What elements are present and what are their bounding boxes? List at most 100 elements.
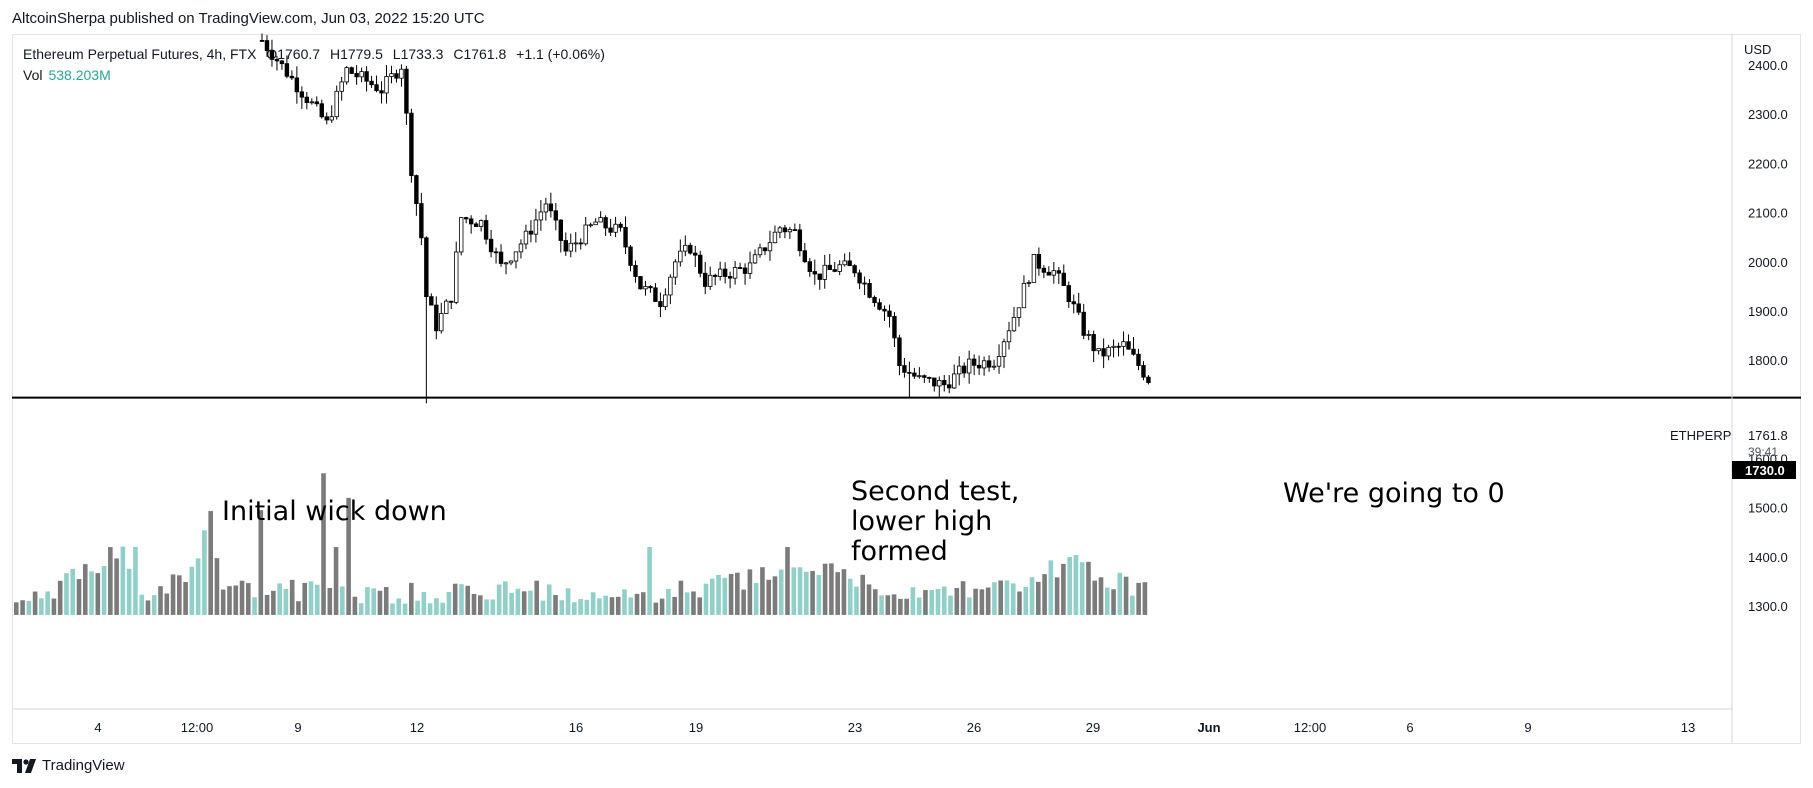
candle-down — [1046, 271, 1052, 276]
volume-bar — [1061, 563, 1066, 615]
candle-up — [568, 242, 573, 252]
volume-bar — [609, 597, 615, 615]
candle-down — [961, 365, 967, 374]
candle-down — [483, 220, 489, 240]
candle-up — [309, 101, 314, 104]
candle-down — [1036, 254, 1042, 269]
annotation-second-line-3: formed — [851, 536, 948, 567]
volume-bar — [233, 585, 239, 615]
volume-bar — [967, 597, 972, 615]
volume-bar — [553, 595, 558, 615]
tradingview-brand: TradingView — [42, 757, 125, 774]
candle-up — [1026, 281, 1032, 284]
currency-label: USD — [1744, 42, 1771, 57]
annotation-going-to-zero: We're going to 0 — [1283, 478, 1505, 509]
volume-bar — [1142, 582, 1148, 615]
volume-bar — [208, 511, 213, 615]
candle-down — [289, 75, 295, 79]
volume-bar — [164, 593, 170, 615]
chart-canvas[interactable]: USD 2400.0 2300.0 2200.0 2100.0 2000.0 1900.0… — [0, 0, 1813, 750]
volume-bar — [1048, 560, 1054, 615]
volume-bar — [346, 497, 351, 615]
candle-down — [737, 267, 743, 269]
candle-down — [653, 287, 658, 302]
time-tick-label: 16 — [569, 720, 583, 735]
candle-up — [1001, 341, 1007, 357]
candle-down — [932, 377, 937, 387]
volume-bar — [302, 582, 308, 615]
candle-down — [927, 377, 932, 379]
candle-up — [588, 224, 593, 227]
volume-bar — [785, 547, 790, 615]
volume-bar — [1123, 576, 1129, 615]
candle-down — [712, 274, 718, 277]
candle-down — [1126, 341, 1131, 350]
volume-bar — [822, 563, 828, 615]
volume-bar — [452, 583, 458, 615]
candle-up — [334, 90, 339, 118]
candle-down — [986, 360, 992, 368]
candle-down — [528, 230, 534, 235]
volume-bar — [465, 585, 471, 615]
volume-bar — [916, 597, 922, 615]
high-label: H — [329, 46, 341, 62]
volume-bar — [327, 588, 333, 615]
high-value: 1779.5 — [340, 46, 383, 62]
candle-down — [548, 203, 554, 212]
candle-down — [762, 247, 768, 252]
candle-down — [892, 316, 897, 339]
volume-bar — [434, 598, 439, 615]
last-price-label: 1761.8 — [1748, 428, 1788, 443]
candle-down — [887, 310, 892, 317]
candle-up — [822, 264, 827, 280]
volume-bar — [1098, 577, 1104, 615]
time-tick-label: 4 — [94, 720, 101, 735]
candle-up — [1096, 348, 1101, 352]
volume-bar — [1017, 591, 1022, 615]
candle-down — [922, 375, 927, 378]
candle-up — [1121, 341, 1126, 347]
candle-down — [633, 265, 638, 277]
close-value: 1761.8 — [463, 46, 507, 62]
candle-down — [468, 218, 474, 225]
price-tick-label: 2100.0 — [1748, 206, 1788, 221]
candle-down — [827, 264, 832, 270]
volume-bar — [82, 564, 88, 615]
price-axis[interactable]: USD 2400.0 2300.0 2200.0 2100.0 2000.0 1900.0… — [1744, 42, 1788, 614]
candle-down — [1066, 285, 1071, 303]
volume-bar — [672, 596, 677, 615]
volume-bar — [108, 547, 113, 615]
price-tick-label: 1300.0 — [1748, 599, 1788, 614]
candle-down — [409, 112, 414, 176]
volume-bar — [641, 592, 646, 615]
candle-up — [752, 254, 758, 264]
candle-down — [429, 296, 434, 306]
volume-bar — [14, 602, 19, 615]
volume-bar — [89, 571, 94, 615]
annotation-second-line-1: Second test, — [851, 476, 1020, 507]
chart-frame[interactable] — [12, 34, 1801, 744]
volume-bar — [64, 573, 69, 615]
candle-down — [847, 260, 852, 267]
volume-bar — [409, 582, 414, 615]
candle-down — [1091, 334, 1096, 352]
volume-bar — [402, 603, 408, 615]
time-axis[interactable]: 4 12:00 9 12 16 19 23 26 29 Jun 12:00 6 9 13 — [94, 720, 1695, 735]
volume-bar — [772, 576, 778, 615]
candle-down — [424, 237, 429, 298]
volume-bar — [791, 567, 797, 615]
volume-bar — [810, 570, 815, 615]
volume-bar — [590, 592, 596, 615]
volume-bar — [891, 594, 897, 615]
tradingview-footer[interactable]: TradingView — [12, 757, 125, 774]
volume-bar — [277, 583, 282, 615]
candle-up — [1111, 345, 1116, 348]
volume-label: Vol — [23, 67, 43, 83]
candle-up — [583, 224, 588, 245]
volume-bar — [735, 572, 740, 615]
candle-down — [693, 252, 698, 256]
time-tick-label: 29 — [1086, 720, 1100, 735]
volume-bar — [653, 602, 659, 615]
volume-bar — [459, 584, 464, 615]
candle-up — [389, 73, 394, 77]
